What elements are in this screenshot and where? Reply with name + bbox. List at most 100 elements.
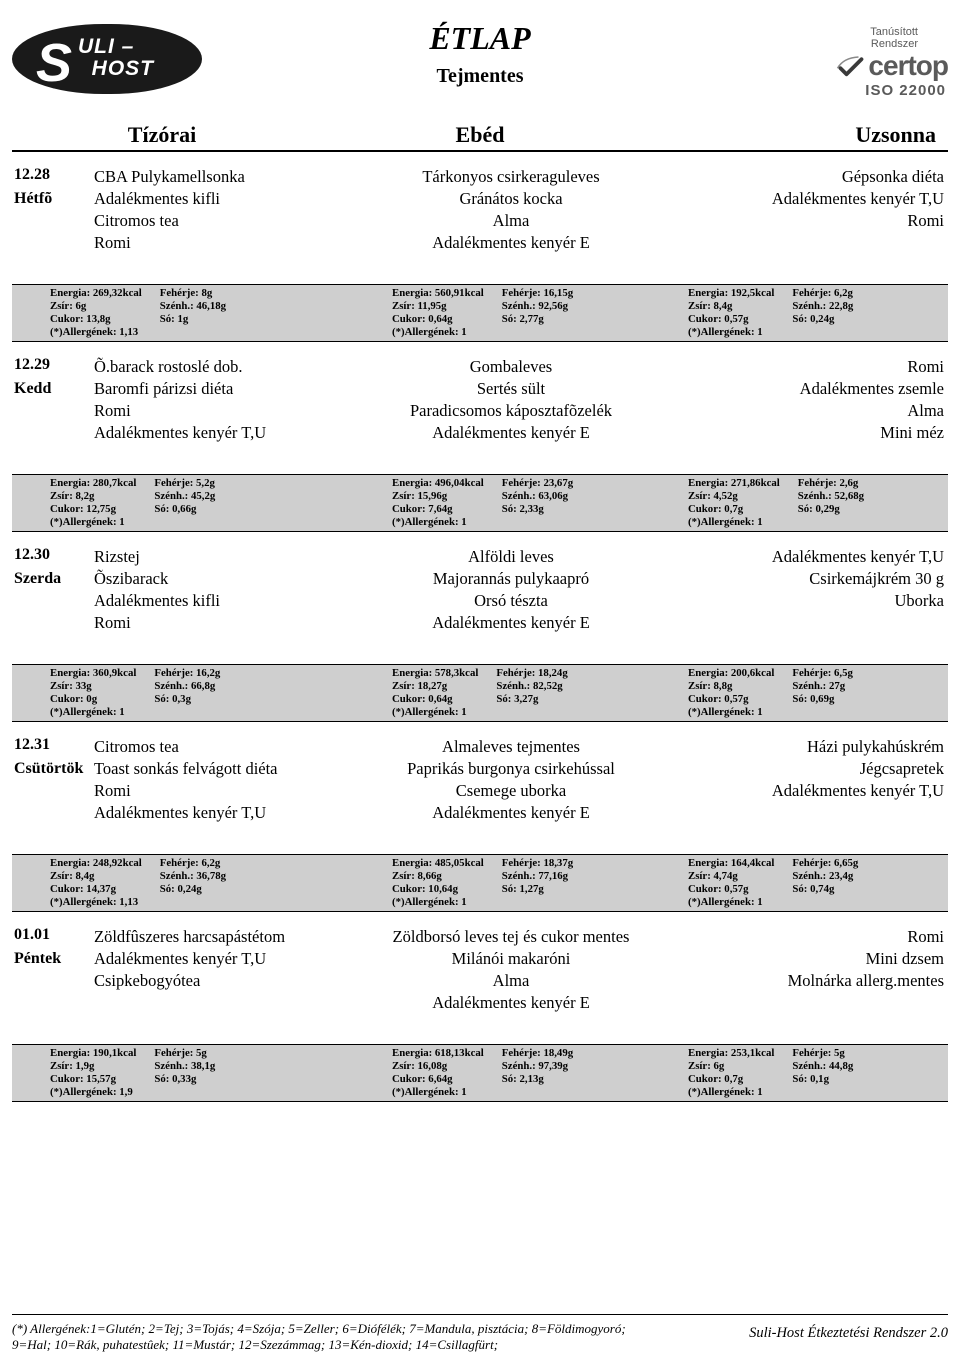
meal-item: Csemege uborka: [354, 780, 668, 802]
tizorai-col: Õ.barack rostoslé dob.Baromfi párizsi di…: [94, 356, 354, 444]
meal-item: Romi: [668, 356, 944, 378]
nutrition-left: Energia: 248,92kcalZsír: 8,4gCukor: 14,3…: [50, 857, 142, 909]
nutrition-right: Fehérje: 6,2gSzénh.: 22,8gSó: 0,24g: [792, 287, 853, 339]
cert-name: certop: [868, 50, 948, 82]
meal-item: Gránátos kocka: [354, 188, 668, 210]
nut-energia: Energia: 618,13kcal: [392, 1047, 484, 1060]
nut-szenh: Szénh.: 97,39g: [502, 1060, 573, 1073]
nut-so: Só: 0,74g: [792, 883, 858, 896]
nutrition-left: Energia: 200,6kcalZsír: 8,8gCukor: 0,57g…: [688, 667, 774, 719]
meals: Zöldfûszeres harcsapástétomAdalékmentes …: [94, 926, 948, 1014]
nut-so: Só: 0,69g: [792, 693, 853, 706]
nutrition-right: Fehérje: 2,6gSzénh.: 52,68gSó: 0,29g: [798, 477, 864, 529]
nut-allerg: (*)Allergének: 1,9: [50, 1086, 136, 1099]
nut-so: Só: 1g: [160, 313, 226, 326]
nut-szenh: Szénh.: 22,8g: [792, 300, 853, 313]
cert-small-2: Rendszer: [871, 38, 918, 50]
nut-szenh: Szénh.: 63,06g: [502, 490, 573, 503]
ebed-col: Zöldborsó leves tej és cukor mentesMilán…: [354, 926, 668, 1014]
nut-cukor: Cukor: 13,8g: [50, 313, 142, 326]
nut-energia: Energia: 164,4kcal: [688, 857, 774, 870]
nut-allerg: (*)Allergének: 1,13: [50, 896, 142, 909]
day-date: 12.30: [14, 546, 94, 564]
nut-zsir: Zsír: 33g: [50, 680, 136, 693]
nut-cukor: Cukor: 12,75g: [50, 503, 136, 516]
meal-item: Adalékmentes kenyér T,U: [668, 188, 944, 210]
meal-item: Csipkebogyótea: [94, 970, 354, 992]
meal-item: Rizstej: [94, 546, 354, 568]
nutrition-group: Energia: 269,32kcalZsír: 6gCukor: 13,8g(…: [12, 287, 352, 339]
nut-feherje: Fehérje: 16,2g: [154, 667, 220, 680]
nutrition-group: Energia: 164,4kcalZsír: 4,74gCukor: 0,57…: [688, 857, 948, 909]
meal-item: Paprikás burgonya csirkehússal: [354, 758, 668, 780]
meal-item: Uborka: [668, 590, 944, 612]
nut-energia: Energia: 200,6kcal: [688, 667, 774, 680]
meal-item: Mini méz: [668, 422, 944, 444]
nutrition-right: Fehérje: 5gSzénh.: 44,8gSó: 0,1g: [792, 1047, 853, 1099]
meal-item: Romi: [94, 780, 354, 802]
nutrition-group: Energia: 496,04kcalZsír: 15,96gCukor: 7,…: [352, 477, 688, 529]
allergen-line1: (*) Allergének:1=Glutén; 2=Tej; 3=Tojás;…: [12, 1321, 626, 1336]
nutrition-group: Energia: 578,3kcalZsír: 18,27gCukor: 0,6…: [352, 667, 688, 719]
nut-zsir: Zsír: 1,9g: [50, 1060, 136, 1073]
tizorai-col: Citromos teaToast sonkás felvágott diéta…: [94, 736, 354, 824]
nut-cukor: Cukor: 0g: [50, 693, 136, 706]
nut-energia: Energia: 248,92kcal: [50, 857, 142, 870]
meal-item: Jégcsapretek: [668, 758, 944, 780]
meals: Õ.barack rostoslé dob.Baromfi párizsi di…: [94, 356, 948, 444]
cert-small: Tanúsított Rendszer: [758, 26, 948, 50]
nut-so: Só: 0,66g: [154, 503, 215, 516]
day-label: 12.28Hétfõ: [12, 166, 94, 208]
nut-cukor: Cukor: 15,57g: [50, 1073, 136, 1086]
nutrition-right: Fehérje: 18,37gSzénh.: 77,16gSó: 1,27g: [502, 857, 573, 909]
nut-zsir: Zsír: 4,74g: [688, 870, 774, 883]
nut-zsir: Zsír: 18,27g: [392, 680, 478, 693]
nut-energia: Energia: 578,3kcal: [392, 667, 478, 680]
nut-cukor: Cukor: 0,7g: [688, 1073, 774, 1086]
meal-item: Molnárka allerg.mentes: [668, 970, 944, 992]
day-date: 12.29: [14, 356, 94, 374]
tizorai-col: CBA PulykamellsonkaAdalékmentes kifliCit…: [94, 166, 354, 254]
nut-szenh: Szénh.: 66,8g: [154, 680, 220, 693]
nut-cukor: Cukor: 6,64g: [392, 1073, 484, 1086]
meal-item: Zöldborsó leves tej és cukor mentes: [354, 926, 668, 948]
tizorai-col: RizstejÕszibarackAdalékmentes kifliRomi: [94, 546, 354, 634]
meal-item: Õ.barack rostoslé dob.: [94, 356, 354, 378]
meal-item: Adalékmentes kifli: [94, 590, 354, 612]
meal-item: Alföldi leves: [354, 546, 668, 568]
col-uzsonna-header: Uzsonna: [648, 122, 948, 148]
meals: Citromos teaToast sonkás felvágott diéta…: [94, 736, 948, 824]
nut-feherje: Fehérje: 5g: [154, 1047, 215, 1060]
nut-so: Só: 1,27g: [502, 883, 573, 896]
nutrition-left: Energia: 192,5kcalZsír: 8,4gCukor: 0,57g…: [688, 287, 774, 339]
day-block: 12.28HétfõCBA PulykamellsonkaAdalékmente…: [12, 166, 948, 342]
nut-allerg: (*)Allergének: 1: [392, 326, 484, 339]
nut-cukor: Cukor: 0,64g: [392, 693, 478, 706]
nutrition-right: Fehérje: 6,5gSzénh.: 27gSó: 0,69g: [792, 667, 853, 719]
nut-energia: Energia: 192,5kcal: [688, 287, 774, 300]
nutrition-strip: Energia: 248,92kcalZsír: 8,4gCukor: 14,3…: [12, 854, 948, 912]
nutrition-left: Energia: 560,91kcalZsír: 11,95gCukor: 0,…: [392, 287, 484, 339]
meal-item: Adalékmentes kifli: [94, 188, 354, 210]
nut-zsir: Zsír: 11,95g: [392, 300, 484, 313]
day-label: 12.31Csütörtök: [12, 736, 94, 778]
nut-zsir: Zsír: 8,4g: [50, 870, 142, 883]
nut-energia: Energia: 496,04kcal: [392, 477, 484, 490]
nut-cukor: Cukor: 0,64g: [392, 313, 484, 326]
allergen-line2: 9=Hal; 10=Rák, puhatestûek; 11=Mustár; 1…: [12, 1337, 498, 1352]
ebed-col: Tárkonyos csirkeragulevesGránátos kockaA…: [354, 166, 668, 254]
nut-allerg: (*)Allergének: 1: [392, 516, 484, 529]
nutrition-right: Fehérje: 6,65gSzénh.: 23,4gSó: 0,74g: [792, 857, 858, 909]
nut-zsir: Zsír: 8,66g: [392, 870, 484, 883]
cert-row: certop: [758, 50, 948, 82]
nutrition-left: Energia: 618,13kcalZsír: 16,08gCukor: 6,…: [392, 1047, 484, 1099]
meal-item: Citromos tea: [94, 736, 354, 758]
nut-zsir: Zsír: 15,96g: [392, 490, 484, 503]
nutrition-left: Energia: 271,86kcalZsír: 4,52gCukor: 0,7…: [688, 477, 780, 529]
meal-item: Adalékmentes kenyér T,U: [668, 546, 944, 568]
nutrition-strip: Energia: 269,32kcalZsír: 6gCukor: 13,8g(…: [12, 284, 948, 342]
nut-feherje: Fehérje: 6,65g: [792, 857, 858, 870]
nut-allerg: (*)Allergének: 1: [688, 1086, 774, 1099]
nut-zsir: Zsír: 6g: [688, 1060, 774, 1073]
nut-feherje: Fehérje: 16,15g: [502, 287, 573, 300]
